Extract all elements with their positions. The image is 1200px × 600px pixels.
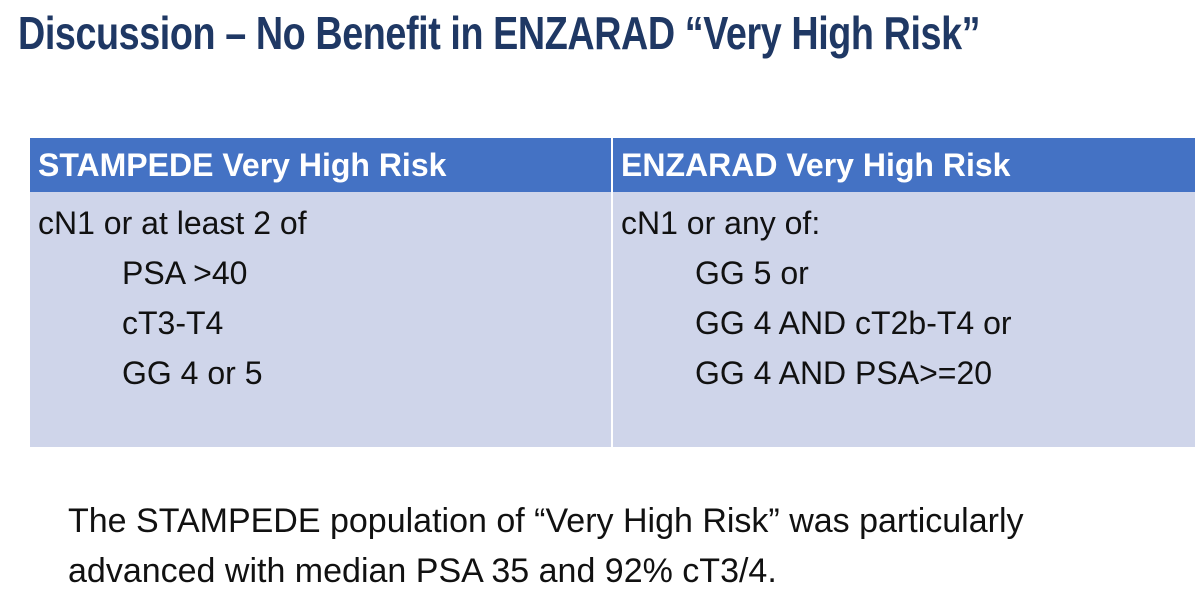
note-line: The STAMPEDE population of “Very High Ri… bbox=[68, 502, 1024, 540]
criterion: cT3-T4 bbox=[122, 305, 224, 341]
criterion: PSA >40 bbox=[122, 255, 248, 291]
slide-title: Discussion – No Benefit in ENZARAD “Very… bbox=[18, 7, 981, 59]
table-column: STAMPEDE Very High Risk cN1 or at least … bbox=[30, 138, 611, 447]
column-header: ENZARAD Very High Risk bbox=[613, 138, 1195, 192]
table-column: ENZARAD Very High Risk cN1 or any of: GG… bbox=[613, 138, 1195, 447]
note-line: advanced with median PSA 35 and 92% cT3/… bbox=[68, 552, 777, 590]
lead-line: cN1 or at least 2 of bbox=[38, 205, 307, 241]
criterion: GG 4 or 5 bbox=[122, 355, 263, 391]
column-body: cN1 or any of: GG 5 or GG 4 AND cT2b-T4 … bbox=[613, 192, 1195, 447]
criterion: GG 4 AND cT2b-T4 or bbox=[695, 305, 1012, 341]
table: STAMPEDE Very High Risk cN1 or at least … bbox=[30, 138, 1195, 447]
criterion: GG 5 or bbox=[695, 255, 809, 291]
note: The STAMPEDE population of “Very High Ri… bbox=[68, 496, 1024, 596]
lead-line: cN1 or any of: bbox=[621, 205, 821, 241]
column-body: cN1 or at least 2 of PSA >40 cT3-T4 GG 4… bbox=[30, 192, 611, 447]
column-header: STAMPEDE Very High Risk bbox=[30, 138, 611, 192]
criterion: GG 4 AND PSA>=20 bbox=[695, 355, 993, 391]
